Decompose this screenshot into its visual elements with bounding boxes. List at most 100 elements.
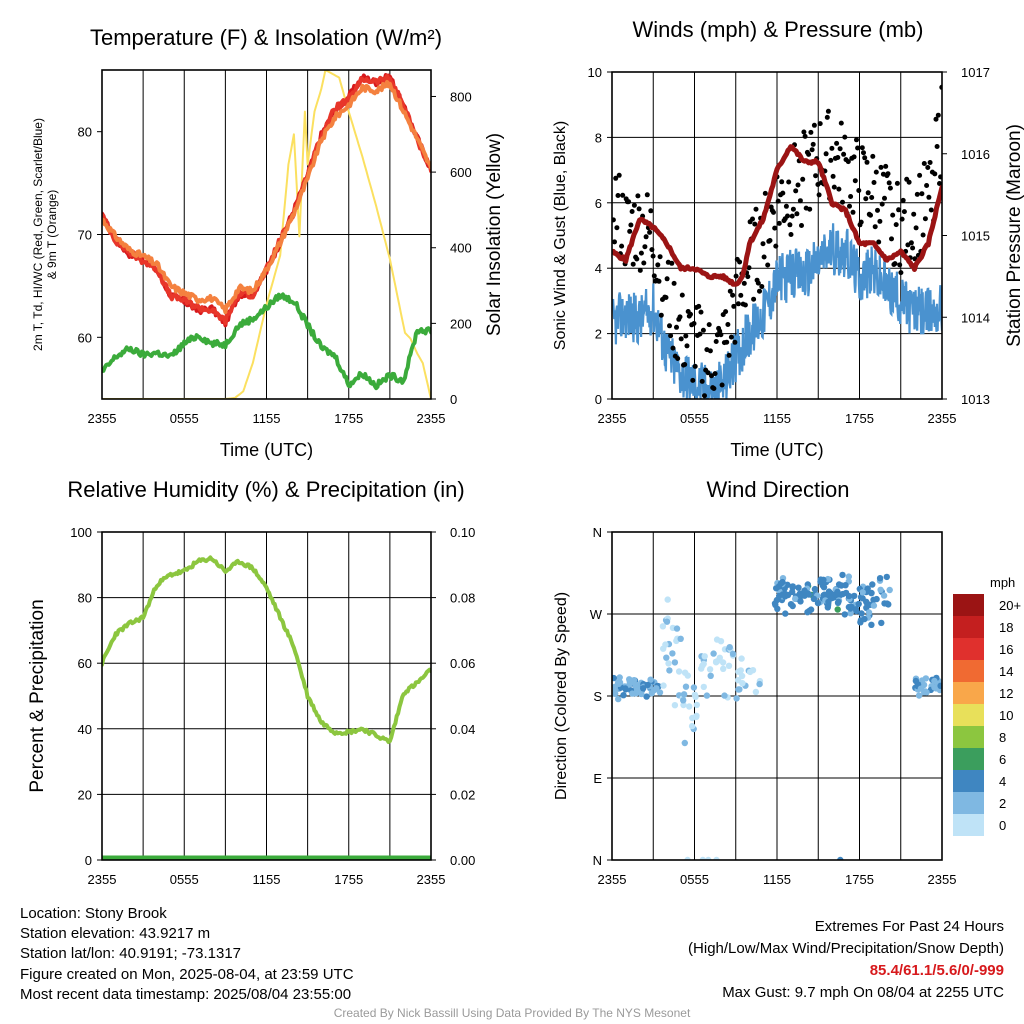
gust-point	[938, 174, 942, 180]
legend-title: mph	[990, 575, 1015, 590]
wind-direction-point	[612, 686, 618, 694]
gust-point	[913, 225, 919, 231]
gust-point	[927, 160, 933, 165]
gust-point	[706, 322, 712, 328]
wind-direction-point	[662, 641, 669, 648]
wind-direction-point	[886, 586, 893, 594]
gust-point	[780, 190, 786, 196]
wind-direction-point	[919, 677, 926, 684]
gust-point	[811, 122, 817, 128]
y-tick-label: N	[593, 525, 602, 540]
gust-point	[807, 206, 813, 212]
wind-direction-point	[700, 683, 707, 691]
wind-direction-point	[795, 584, 802, 591]
gust-point	[613, 175, 619, 181]
gust-point	[731, 303, 737, 309]
gust-point	[679, 292, 685, 298]
extremes-title: Extremes For Past 24 Hours	[814, 918, 1004, 935]
x-tick-label: 1155	[763, 872, 791, 887]
gust-point	[614, 225, 620, 231]
wind-direction-point	[675, 668, 683, 675]
gust-point	[752, 221, 758, 227]
x-tick-label: 2355	[417, 872, 446, 887]
gust-point	[813, 173, 819, 179]
y2-tick-label: 1016	[961, 147, 990, 162]
gust-point	[872, 224, 878, 230]
gust-point	[741, 280, 747, 286]
gust-point	[823, 151, 829, 157]
gust-point	[850, 209, 856, 215]
gust-point	[808, 129, 814, 135]
gust-point	[636, 206, 642, 212]
gust-point	[730, 292, 736, 298]
y-axis-label-line1: 2m T, Td, HI/WC (Red, Green, Scarlet/Blu…	[31, 118, 45, 351]
wind-direction-point	[659, 623, 667, 630]
gust-point	[883, 163, 889, 169]
gust-point	[650, 253, 656, 259]
gridlines	[101, 69, 432, 400]
wind-direction-point	[640, 685, 647, 692]
gust-point	[641, 260, 647, 266]
gust-point	[935, 112, 941, 118]
y2-tick-label: 1014	[961, 310, 990, 325]
gust-point	[702, 393, 707, 399]
wind-direction-point	[706, 666, 714, 673]
wind-direction-point	[869, 581, 876, 588]
gust-point	[924, 183, 930, 188]
gust-point	[787, 222, 793, 228]
gust-point	[615, 193, 621, 198]
gust-point	[634, 256, 640, 262]
latlon-text: Station lat/lon: 40.9191; -73.1317	[20, 945, 242, 963]
wind-direction-point	[796, 591, 804, 598]
recent-data-text: Most recent data timestamp: 2025/08/04 2…	[20, 985, 352, 1003]
gust-point	[848, 194, 854, 199]
x-tick-label: 2355	[417, 411, 446, 426]
x-tick-label: 0555	[170, 411, 199, 426]
gust-point	[626, 199, 632, 205]
gust-point	[830, 173, 836, 179]
wind-direction-point	[806, 607, 813, 615]
wind-direction-point	[835, 598, 842, 605]
gust-point	[742, 302, 748, 308]
relative-humidity-line	[102, 555, 431, 744]
y-tick-label: 60	[78, 330, 92, 345]
wind-direction-point	[665, 660, 672, 667]
gust-point	[937, 181, 942, 186]
gust-point	[933, 116, 939, 122]
y-tick-label: 80	[78, 125, 92, 140]
y-tick-label: 6	[595, 196, 602, 211]
gust-point	[910, 245, 916, 251]
gust-point	[855, 145, 861, 151]
gust-point	[628, 222, 634, 228]
gust-point	[631, 202, 637, 208]
wind-direction-point	[690, 684, 698, 691]
gust-point	[712, 371, 718, 377]
location-text: Location: Stony Brook	[20, 905, 167, 922]
wind-direction-point	[820, 592, 827, 599]
gust-point	[677, 314, 683, 320]
wind-direction-point	[857, 593, 865, 601]
gust-point	[637, 267, 643, 273]
gust-point	[726, 352, 732, 358]
gust-point	[760, 241, 766, 247]
dewpoint-line	[102, 292, 431, 391]
wind-direction-point	[692, 693, 699, 701]
wind-direction-point	[673, 625, 681, 632]
gust-point	[889, 236, 894, 242]
wind-direction-point	[841, 611, 848, 618]
gust-point	[713, 339, 719, 344]
wind-direction-point	[644, 681, 651, 689]
wind-direction-point	[739, 680, 746, 687]
winds-pressure-panel: 0 2 4 6 8 10 1013 1014 1015 1016 1017 2355 0555 1155 1…	[552, 17, 1024, 460]
wind-direction-point	[820, 576, 827, 583]
wind-direction-point	[789, 583, 796, 590]
y-tick-label: N	[593, 853, 602, 868]
plot-area	[102, 70, 431, 399]
plot-frame	[101, 531, 432, 861]
gust-point	[886, 180, 892, 186]
gust-point	[750, 216, 755, 222]
gust-point	[893, 222, 899, 228]
wind-direction-point	[712, 659, 720, 666]
y2-tick-label: 1017	[961, 65, 990, 80]
gust-point	[727, 288, 733, 294]
